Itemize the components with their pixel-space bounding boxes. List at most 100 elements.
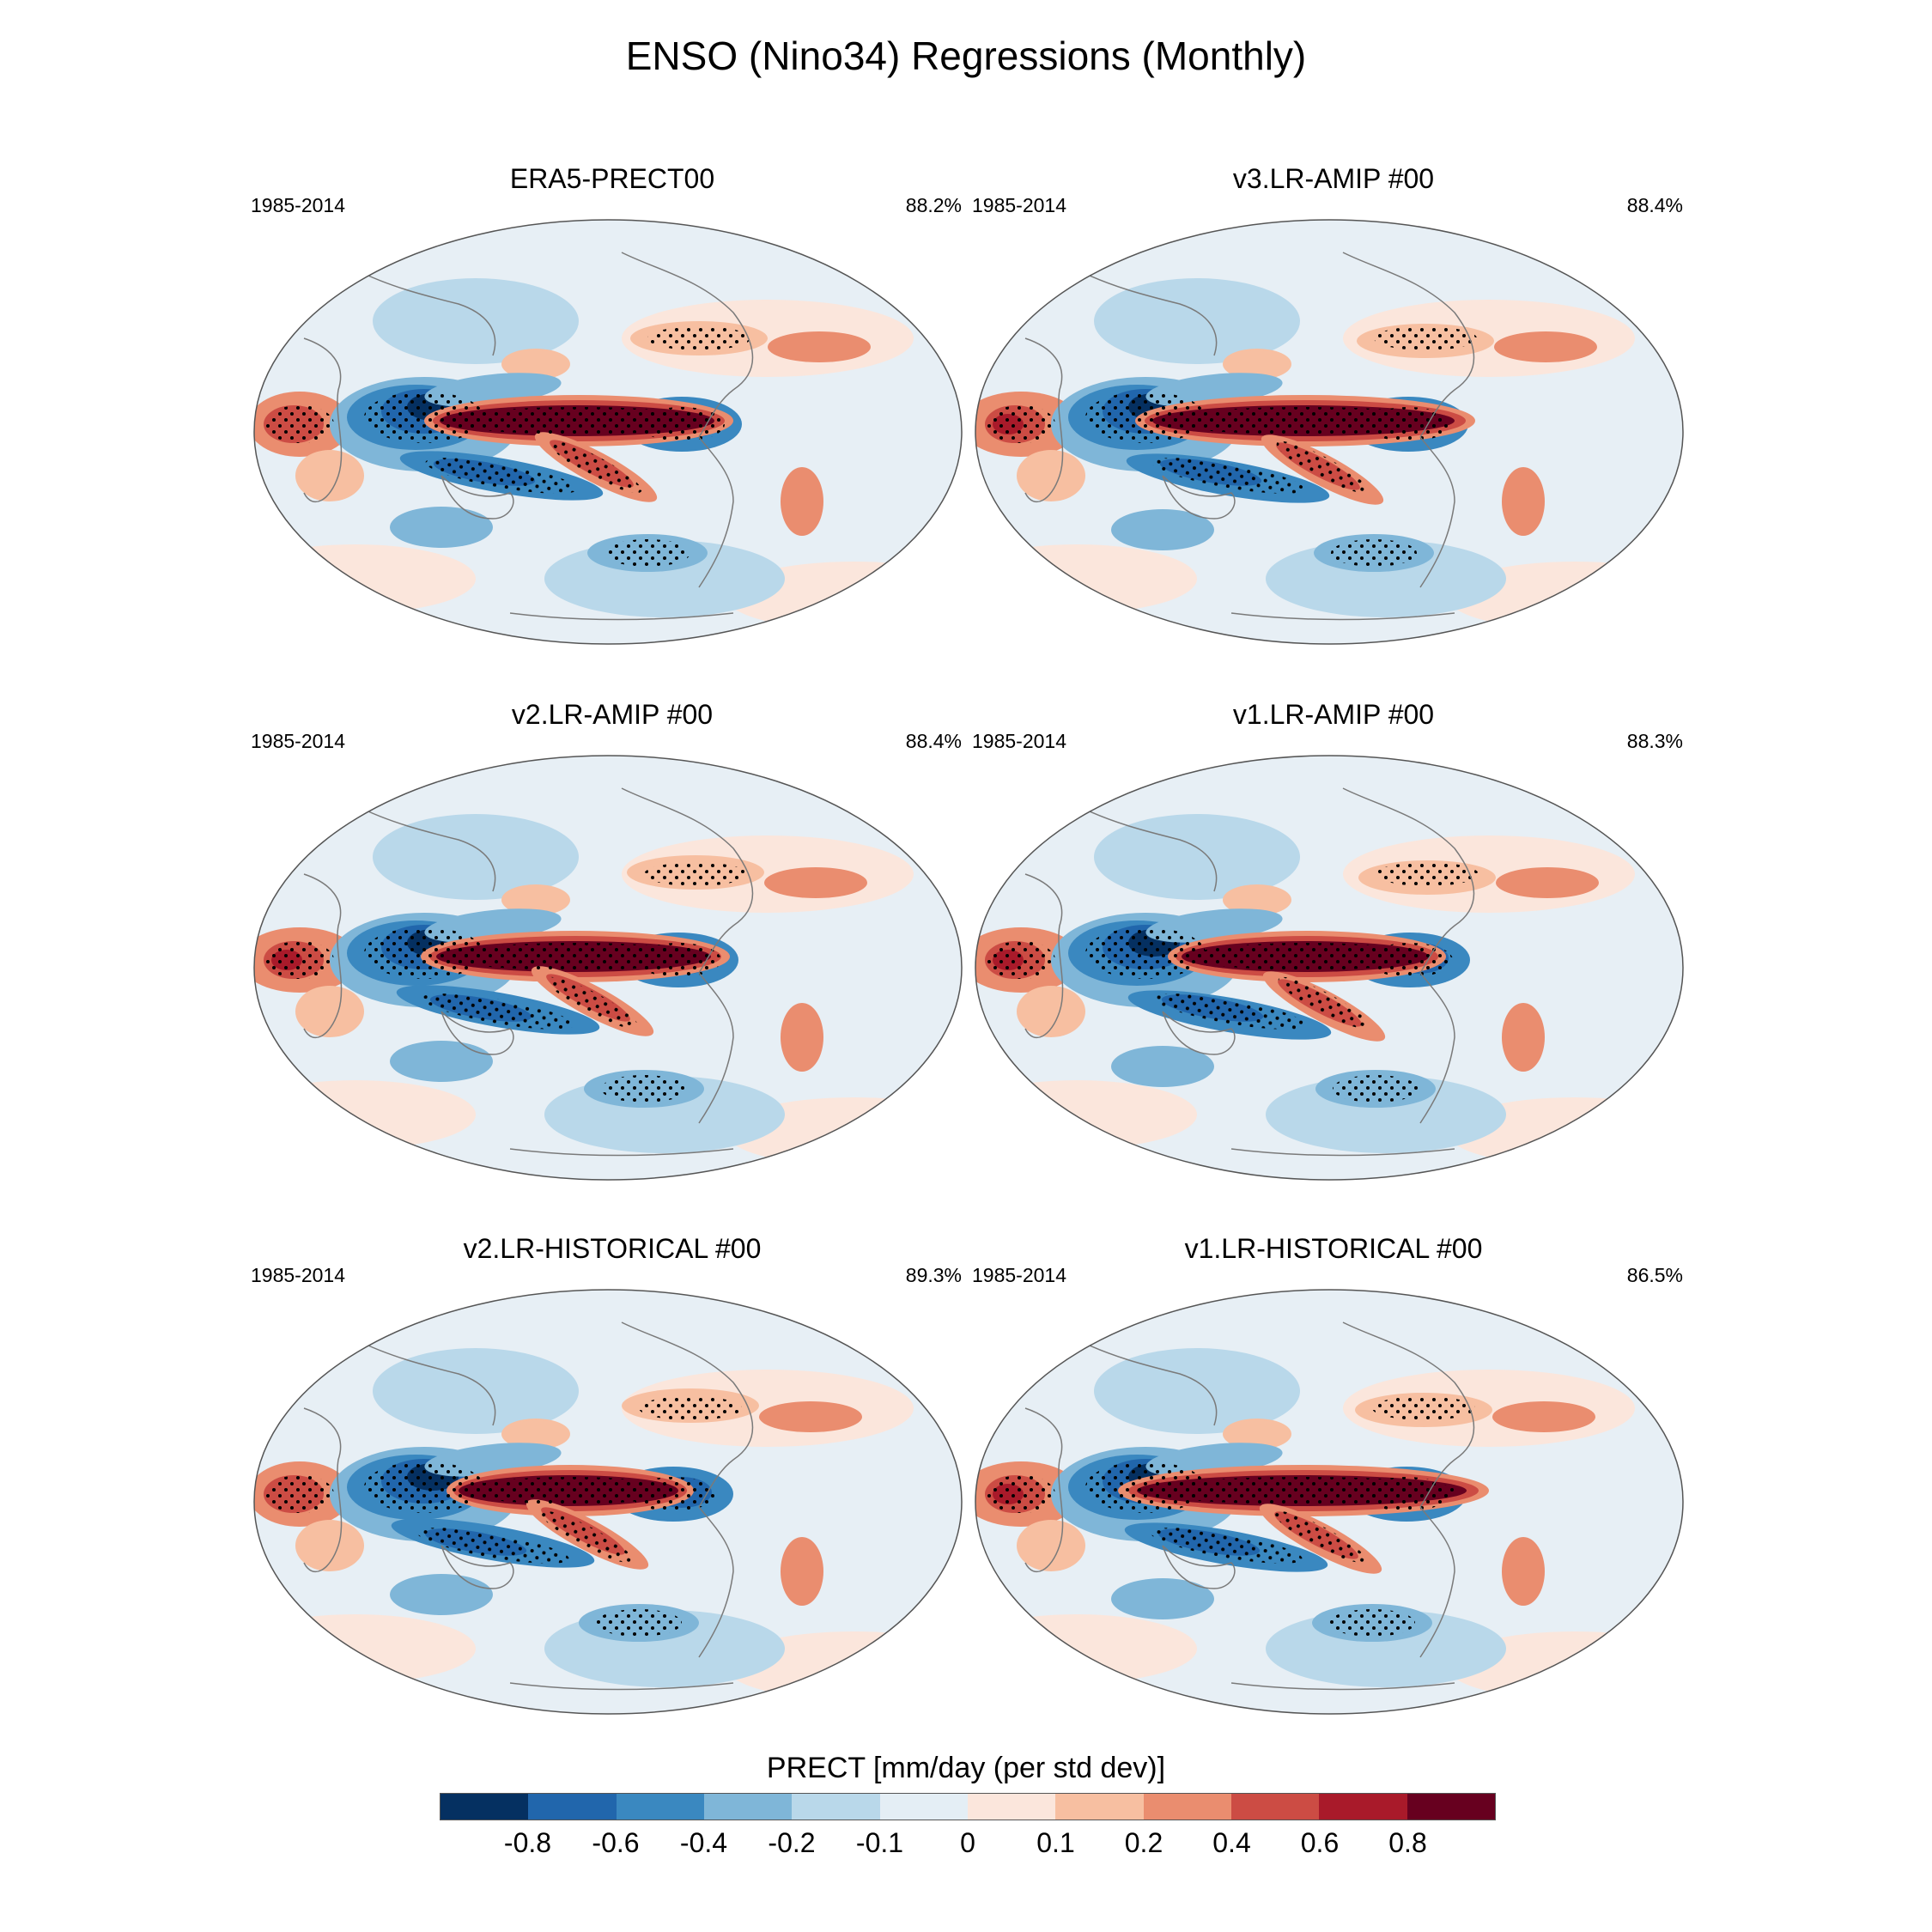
panel-percent: 88.2% [905,194,962,216]
significance-stipple [644,862,747,886]
coastline [621,1321,754,1508]
map-panel-v2-historical: v2.LR-HISTORICAL #00 1985-2014 89.3% [251,1233,974,1715]
colorbar-bin-1 [528,1794,617,1820]
colorbar-title: PRECT [mm/day (per std dev)] [766,1752,1166,1784]
map-field [975,1290,1683,1714]
weak-negative-patch [1094,278,1300,364]
panel-period: 1985-2014 [972,730,1066,752]
map-panel-v1-historical: v1.LR-HISTORICAL #00 1985-2014 86.5% [972,1233,1695,1715]
colorbar-bin-11 [1406,1794,1495,1820]
weak-negative-patch [1094,1348,1300,1434]
significance-stipple [1151,458,1304,494]
significance-stipple [1331,539,1417,567]
panel-period: 1985-2014 [972,1264,1066,1286]
coastline [698,1506,734,1658]
positive-patch [759,1401,862,1432]
map-border [975,219,1684,645]
coastline [303,337,343,503]
map-svg [253,1289,963,1715]
positive-patch [501,1419,570,1449]
positive-patch [781,467,823,536]
positive-patch [1223,349,1291,380]
africa-positive [295,986,364,1037]
negative-patch [1111,509,1214,550]
significance-stipple [1085,927,1206,979]
panel-period: 1985-2014 [251,1264,345,1286]
map-border [253,219,963,645]
colorbar-bin-4 [792,1794,880,1820]
significance-stipple [364,1461,484,1513]
coastlines [303,252,754,621]
significance-stipple [639,407,725,441]
significance-stipple [265,941,334,979]
significance-stipple [1085,392,1206,443]
significance-stipple [1085,1461,1206,1513]
africa-positive [295,450,364,501]
figure-title: ENSO (Nino34) Regressions (Monthly) [625,33,1307,78]
coastline [1230,1682,1455,1691]
panel-title: v2.LR-AMIP #00 [511,699,714,730]
significance-stipple [987,1475,1055,1513]
coastline [1230,612,1455,621]
significance-stipple [1278,976,1370,1030]
coastline [303,873,343,1039]
positive-patch [1502,467,1545,536]
significance-stipple [425,458,578,494]
negative-patch [1111,1046,1214,1087]
map-border [975,755,1684,1181]
panel-percent: 89.3% [905,1264,962,1286]
negative-patch [1111,1578,1214,1619]
map-svg [975,755,1684,1181]
significance-stipple [1274,1510,1367,1564]
coastline [1076,1339,1218,1426]
africa-positive [1017,1520,1085,1571]
significance-stipple [987,941,1055,979]
map-field [975,220,1683,644]
positive-patch [781,1003,823,1072]
coastlines [1024,252,1475,621]
positive-patch [1492,1401,1595,1432]
coastline [1342,1321,1475,1508]
panel-percent: 88.3% [1626,730,1683,752]
positive-patch [781,1537,823,1606]
positive-patch [1496,867,1599,898]
weak-negative-patch [373,278,579,364]
coastline [355,269,496,356]
weak-negative-patch [373,814,579,900]
panel-period: 1985-2014 [251,730,345,752]
panel-percent: 88.4% [1626,194,1683,216]
colorbar-bin-2 [616,1794,704,1820]
colorbar-bin-5 [879,1794,968,1820]
map-panel-v1-amip: v1.LR-AMIP #00 1985-2014 88.3% [972,699,1695,1181]
coastlines [1024,787,1475,1157]
coastline [1419,436,1455,588]
significance-stipple [550,440,642,494]
map-border [253,755,963,1181]
coastline [1076,805,1218,892]
panel-title: ERA5-PRECT00 [509,163,715,194]
significance-stipple [467,1477,673,1504]
significance-stipple [422,993,574,1030]
coastlines [303,1321,754,1691]
colorbar-tick-label: -0.2 [768,1827,816,1858]
panel-period: 1985-2014 [251,194,345,216]
weak-negative-patch [1094,814,1300,900]
negative-patch [390,1574,493,1615]
colorbar-tick-label: 0.4 [1212,1827,1251,1858]
weak-negative-patch [373,1348,579,1434]
panel-percent: 86.5% [1626,1264,1683,1286]
significance-stipple [1376,862,1479,886]
significance-stipple [1372,1396,1475,1420]
significance-stipple [364,392,484,443]
colorbar-ticks: -0.8 -0.6 -0.4 -0.2 -0.1 0 0.1 0.2 0.4 0.6 0.8 [440,1827,1496,1862]
positive-patch [764,867,867,898]
coastline [509,612,734,621]
negative-patch [390,1041,493,1082]
coastlines [1024,1321,1475,1691]
positive-patch [1223,1419,1291,1449]
map-field [254,220,962,644]
colorbar-tick-label: -0.4 [679,1827,728,1858]
colorbar-bin-0 [440,1794,529,1820]
coastline [1162,1545,1236,1589]
coastline [1342,787,1475,974]
